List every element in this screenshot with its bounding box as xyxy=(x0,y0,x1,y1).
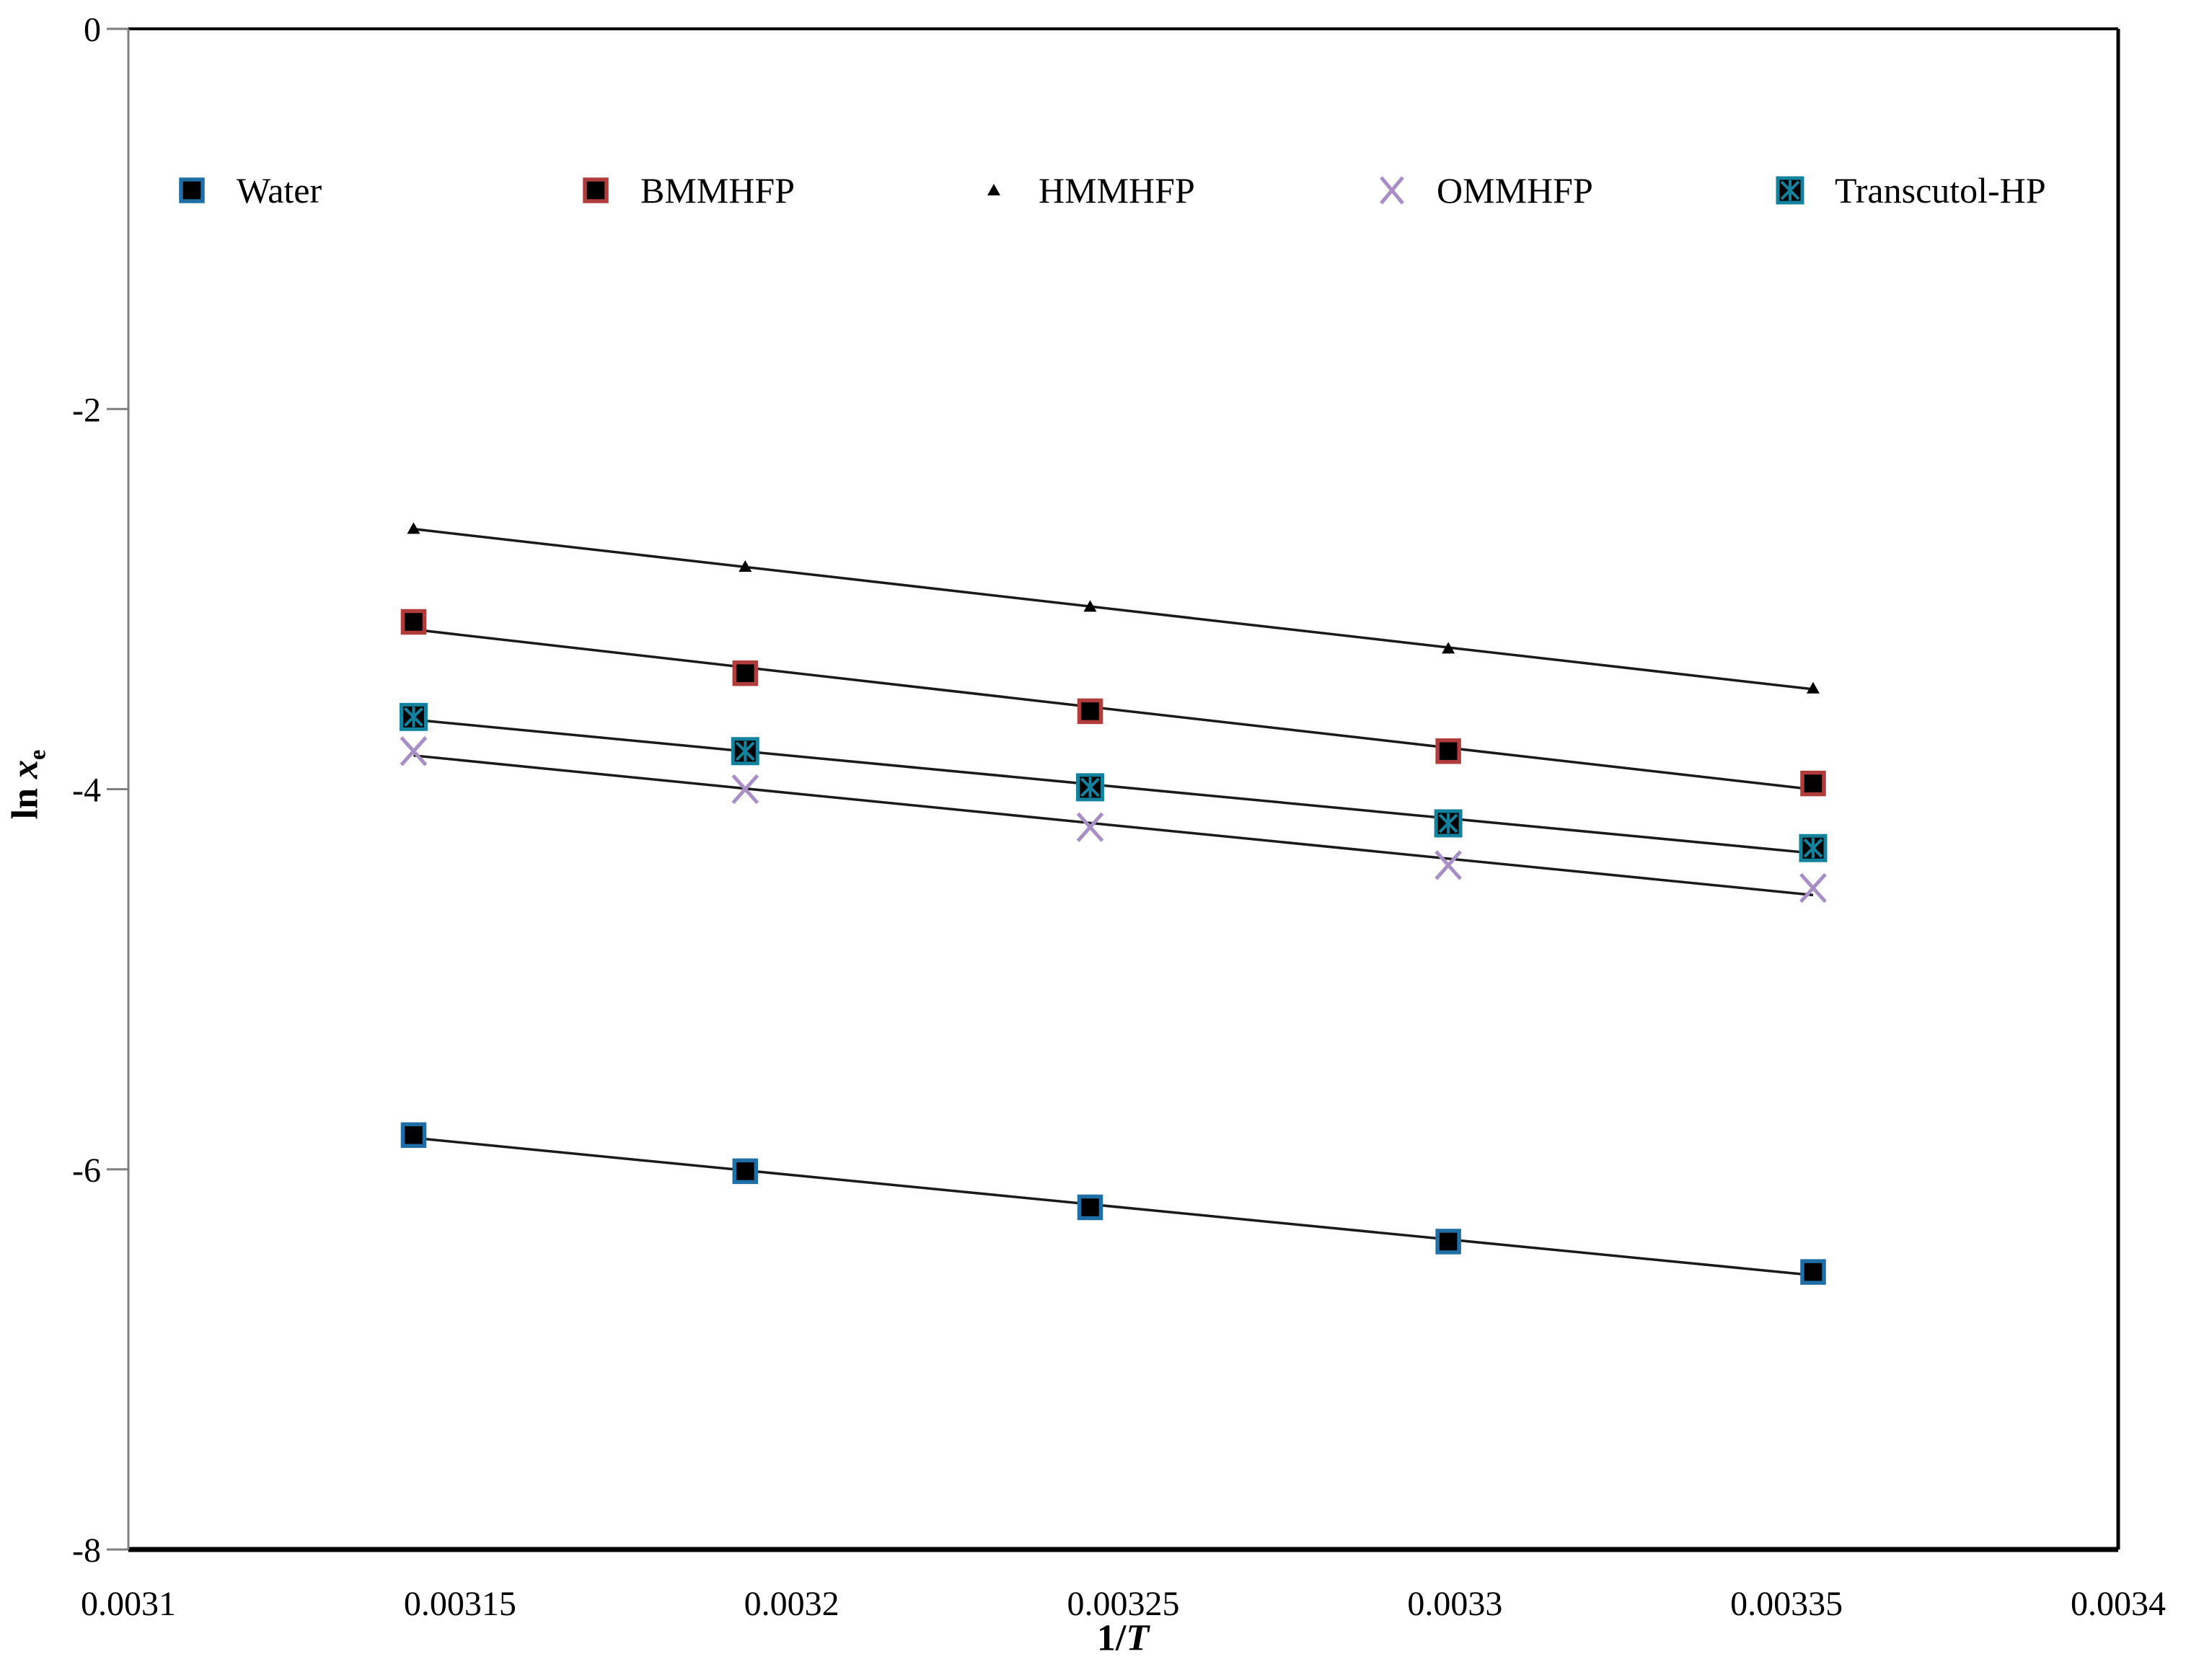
legend-item-water: Water xyxy=(172,170,322,211)
data-point-marker xyxy=(1077,698,1103,725)
data-point-marker xyxy=(407,522,420,534)
data-point-marker xyxy=(732,1158,759,1185)
data-point-marker xyxy=(1434,850,1462,880)
y-tick-label: 0 xyxy=(84,11,101,49)
data-point-marker xyxy=(1435,738,1461,764)
x-tick-label: 0.0034 xyxy=(2071,1585,2166,1623)
data-point-marker xyxy=(1799,872,1827,903)
trend-line xyxy=(413,718,1814,855)
y-tick-label: -2 xyxy=(72,391,101,429)
marker-spoke xyxy=(1438,813,1458,834)
data-point-marker xyxy=(1435,1229,1461,1255)
x-tick-label: 0.0033 xyxy=(1407,1585,1502,1623)
x-tick-label: 0.00335 xyxy=(1730,1585,1843,1623)
marker-spoke xyxy=(1803,838,1823,858)
legend-label-bmmhfp: BMMHFP xyxy=(640,170,795,211)
marker-spoke xyxy=(1080,777,1100,797)
trend-line xyxy=(413,628,1814,791)
series-transcutol-hp xyxy=(399,702,1828,862)
x-axis-title-variable: T xyxy=(1126,1617,1150,1659)
legend-marker-hmmhfp xyxy=(987,184,1000,195)
data-point-marker xyxy=(739,560,752,572)
y-tick-label: -4 xyxy=(72,772,101,810)
series-water xyxy=(400,1122,1826,1285)
legend-label-water: Water xyxy=(237,170,322,211)
legend-item-bmmhfp: BMMHFP xyxy=(576,170,795,211)
trend-line xyxy=(413,1136,1814,1277)
x-tick-label: 0.0032 xyxy=(744,1585,839,1623)
series-hmmhfp xyxy=(407,522,1820,694)
data-point-marker xyxy=(1800,770,1826,797)
data-point-marker xyxy=(400,736,428,766)
data-point-marker xyxy=(732,660,759,686)
x-axis-title: 1/T xyxy=(1097,1617,1149,1660)
marker-spoke xyxy=(735,741,755,761)
y-tick-label: -6 xyxy=(72,1151,101,1190)
legend-label-hmmhfp: HMMHFP xyxy=(1039,170,1195,211)
data-point-marker xyxy=(400,609,427,635)
data-point-marker xyxy=(400,1122,427,1149)
marker-spoke xyxy=(404,707,423,727)
y-axis-title-variable: x xyxy=(4,759,46,779)
legend-item-hmmhfp: HMMHFP xyxy=(974,170,1195,211)
x-tick-label: 0.00325 xyxy=(1067,1585,1180,1623)
legend-item-transcutol-hp: Transcutol-HP xyxy=(1770,170,2046,211)
legend-marker-bmmhfp xyxy=(583,177,609,203)
legend-label-ommhfp: OMMHFP xyxy=(1437,170,1593,211)
y-axis-title: ln xe xyxy=(4,750,50,820)
data-point-marker xyxy=(1077,1194,1103,1221)
legend-marker-transcutol-hp xyxy=(1776,176,1804,205)
data-point-marker xyxy=(1442,642,1455,654)
x-axis-ticks: 0.0031 0.00315 0.0032 0.00325 0.0033 0.00335 0… xyxy=(81,1585,2166,1623)
data-point-marker xyxy=(1083,600,1097,612)
data-point-marker xyxy=(731,774,759,805)
legend-marker-water xyxy=(179,177,205,203)
y-axis-title-text: ln xyxy=(4,778,46,820)
y-axis-title-subscript: e xyxy=(24,749,50,760)
legend-item-ommhfp: OMMHFP xyxy=(1372,170,1593,211)
series-bmmhfp xyxy=(400,609,1826,797)
plot-box xyxy=(127,27,2120,1552)
x-axis-title-text: 1/ xyxy=(1096,1617,1127,1659)
trend-line xyxy=(413,754,1814,897)
series-ommhfp xyxy=(400,736,1827,903)
data-point-marker xyxy=(1806,681,1820,694)
trend-line xyxy=(413,527,1814,691)
legend-marker-ommhfp xyxy=(1380,176,1404,205)
legend-label-transcutol-hp: Transcutol-HP xyxy=(1835,170,2046,211)
data-point-marker xyxy=(1800,1259,1826,1285)
y-tick-label: -8 xyxy=(72,1531,101,1570)
y-axis-ticks: 0 -2 -4 -6 -8 xyxy=(72,11,128,1570)
x-tick-label: 0.0031 xyxy=(81,1585,176,1623)
data-point-marker xyxy=(1076,812,1104,842)
x-tick-label: 0.00315 xyxy=(404,1585,516,1623)
